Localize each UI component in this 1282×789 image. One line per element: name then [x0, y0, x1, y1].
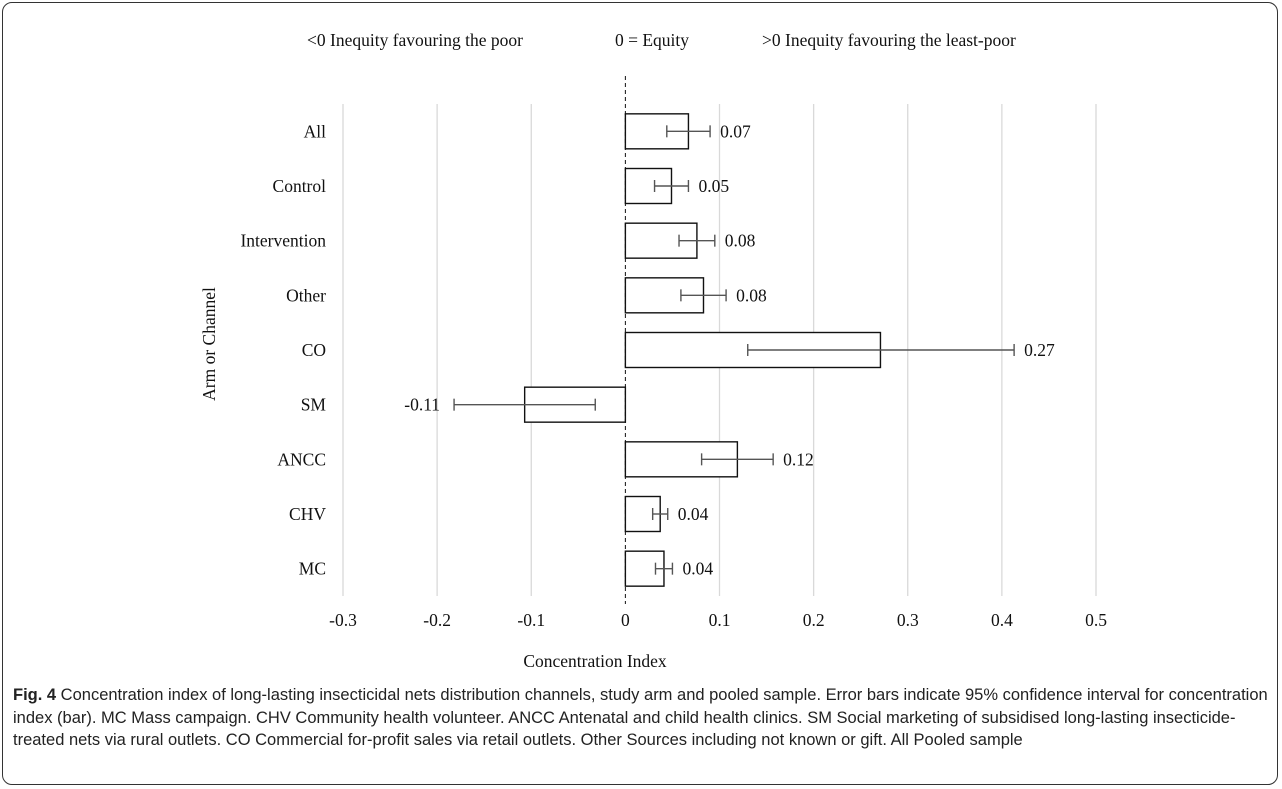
value-label: 0.04: [682, 559, 713, 579]
x-tick-labels: -0.3 -0.2 -0.1 0 0.1 0.2 0.3 0.4 0.5: [329, 610, 1107, 630]
annotation-inequity-least-poor: >0 Inequity favouring the least-poor: [762, 30, 1016, 50]
category-label: Other: [286, 285, 326, 305]
category-label: MC: [299, 559, 326, 579]
category-label: Intervention: [240, 231, 326, 251]
gridlines: [342, 104, 1097, 596]
value-label: 0.08: [736, 285, 767, 305]
error-bar-sm: [453, 398, 596, 411]
error-bar-co: [747, 344, 1015, 356]
error-bar-other: [680, 289, 727, 302]
x-tick-label: -0.3: [329, 610, 357, 630]
category-label: SM: [301, 395, 327, 415]
annotations: <0 Inequity favouring the poor 0 = Equit…: [307, 30, 1016, 50]
figure-label: Fig. 4: [13, 686, 57, 704]
value-label: 0.07: [720, 121, 751, 141]
category-labels: All Control Intervention Other CO SM ANCC CHV MC: [240, 121, 326, 578]
value-label: 0.04: [678, 504, 709, 524]
y-axis-label: Arm or Channel: [199, 287, 219, 401]
x-tick-label: -0.2: [423, 610, 451, 630]
value-label: 0.08: [725, 231, 756, 251]
concentration-index-chart: <0 Inequity favouring the poor 0 = Equit…: [199, 30, 1107, 671]
figure-caption: Fig. 4 Concentration index of long-lasti…: [13, 684, 1268, 752]
error-bar-ancc: [700, 453, 774, 466]
category-label: All: [304, 121, 327, 141]
error-bar-chv: [651, 508, 669, 520]
x-tick-label: 0.4: [991, 610, 1013, 630]
annotation-inequity-poor: <0 Inequity favouring the poor: [307, 30, 523, 50]
value-labels: 0.07 0.05 0.08 0.08 0.27 -0.11 0.12 0.04 0.04: [404, 121, 1055, 578]
value-label: -0.11: [404, 395, 440, 415]
x-tick-label: 0.5: [1085, 610, 1107, 630]
x-tick-label: 0.1: [709, 610, 731, 630]
error-bars: [453, 125, 1015, 575]
x-tick-label: 0.2: [803, 610, 825, 630]
value-label: 0.05: [698, 176, 729, 196]
x-tick-label: 0: [621, 610, 630, 630]
x-tick-label: 0.3: [897, 610, 919, 630]
x-axis-label: Concentration Index: [523, 651, 667, 671]
error-bar-all: [666, 125, 711, 138]
value-label: 0.27: [1024, 340, 1055, 360]
error-bar-control: [653, 180, 690, 192]
annotation-equity: 0 = Equity: [615, 30, 689, 50]
x-tick-label: -0.1: [517, 610, 545, 630]
category-label: CO: [302, 340, 326, 360]
caption-text: Concentration index of long-lasting inse…: [13, 686, 1268, 749]
error-bar-mc: [654, 562, 674, 575]
error-bar-intervention: [678, 234, 716, 247]
category-label: CHV: [289, 504, 326, 524]
category-label: Control: [273, 176, 327, 196]
category-label: ANCC: [277, 449, 326, 469]
value-label: 0.12: [783, 449, 814, 469]
